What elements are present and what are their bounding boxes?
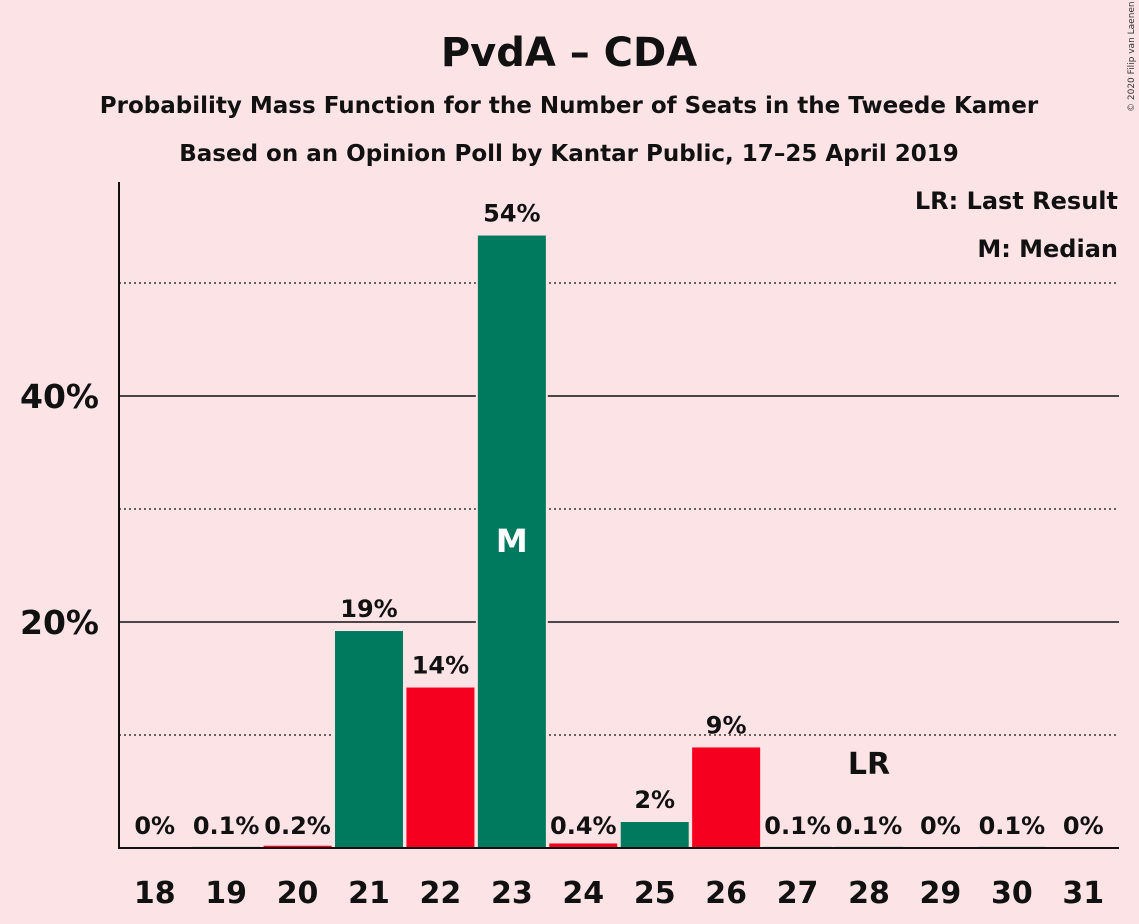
y-axis-ticks: 20% 40% [20,377,99,642]
data-label-29: 0% [920,812,961,840]
data-label-28: 0.1% [836,812,903,840]
x-tick-label-25: 25 [634,876,676,911]
bar-20 [263,845,332,848]
bar-21 [335,631,403,848]
x-tick-label-18: 18 [134,876,176,911]
bars [190,233,1048,849]
data-label-19: 0.1% [193,812,260,840]
data-label-18: 0% [134,812,175,840]
x-tick-label-21: 21 [348,876,390,911]
median-marker: M [496,522,528,560]
x-tick-label-28: 28 [848,876,890,911]
bar-gap-19 [190,844,263,848]
data-label-24: 0.4% [550,812,617,840]
x-tick-label-20: 20 [277,876,319,911]
x-tick-label-22: 22 [420,876,462,911]
data-label-23: 54% [483,200,540,228]
gridlines [119,282,1119,736]
x-tick-label-19: 19 [205,876,247,911]
data-label-20: 0.2% [264,812,331,840]
data-labels: 0% 0.1% 0.2%19%14%54%0.4%2%9%0.1% 0.1% 0% 0.1… [134,200,1103,840]
y-tick-label-1: 40% [20,377,99,416]
data-label-27: 0.1% [764,812,831,840]
bar-23 [477,235,546,849]
data-label-22: 14% [412,652,469,680]
chart-title: PvdA – CDA [441,30,697,76]
y-tick-label-0: 20% [20,603,99,642]
x-tick-label-23: 23 [491,876,533,911]
legend-last-result: LR: Last Result [915,187,1118,215]
bar-22 [406,687,475,848]
data-label-21: 19% [340,595,397,623]
data-label-30: 0.1% [979,812,1046,840]
data-label-26: 9% [706,711,747,739]
data-label-31: 0% [1063,812,1104,840]
x-tick-label-30: 30 [991,876,1033,911]
bar-24 [549,843,618,848]
bar-25 [620,822,689,848]
x-tick-label-31: 31 [1062,876,1104,911]
last-result-marker: LR [848,747,890,782]
x-tick-label-26: 26 [705,876,747,911]
chart-subtitle-1: Probability Mass Function for the Number… [100,93,1039,119]
bar-gap-28 [833,844,905,848]
data-label-25: 2% [634,786,675,814]
copyright-note: © 2020 Filip van Laenen [1127,1,1137,112]
legend-median: M: Median [977,235,1118,263]
x-tick-label-24: 24 [562,876,604,911]
bar-gap-30 [975,844,1048,848]
bar-gap-27 [761,844,834,848]
x-axis-ticks: 18 19 20 21 22 23 24 25 26 27 28 29 30 31 [134,876,1104,911]
chart-subtitle-2: Based on an Opinion Poll by Kantar Publi… [179,141,958,167]
x-tick-label-27: 27 [777,876,819,911]
x-tick-label-29: 29 [920,876,962,911]
bar-26 [692,747,761,848]
